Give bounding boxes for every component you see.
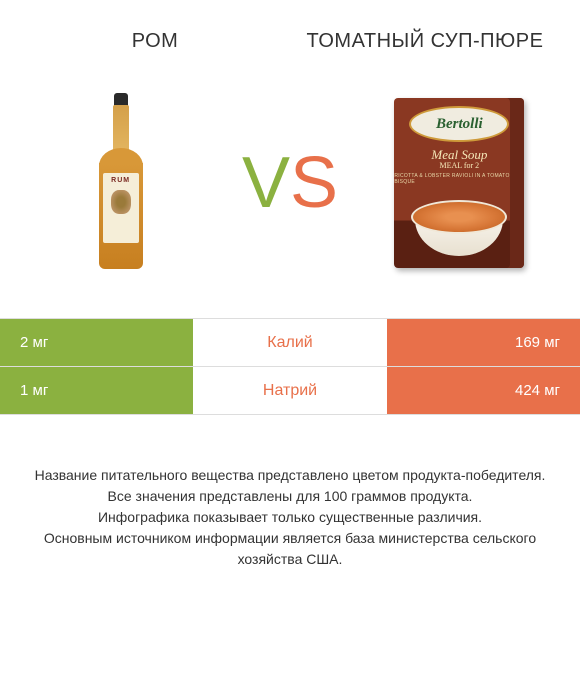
rum-label-text: RUM: [111, 177, 130, 184]
right-value: 424 мг: [387, 367, 580, 414]
rum-bottle-icon: RUM: [96, 93, 146, 273]
header: РОМ ТОМАТНЫЙ СУП-ПЮРЕ: [0, 0, 580, 68]
left-product-image: RUM: [41, 83, 201, 283]
soup-sub: RICOTTA & LOBSTER RAVIOLI IN A TOMATO BI…: [394, 173, 524, 185]
vs-label: VS: [242, 142, 338, 224]
soup-brand: Bertolli: [409, 106, 509, 142]
footer-line: Основным источником информации является …: [30, 528, 550, 570]
images-row: RUM VS Bertolli Meal Soup MEAL for 2 RIC…: [0, 68, 580, 318]
footer-notes: Название питательного вещества представл…: [0, 415, 580, 600]
comparison-table: 2 мг Калий 169 мг 1 мг Натрий 424 мг: [0, 318, 580, 415]
footer-line: Инфографика показывает только существенн…: [30, 507, 550, 528]
vs-v: V: [242, 142, 290, 224]
right-product-image: Bertolli Meal Soup MEAL for 2 RICOTTA & …: [379, 83, 539, 283]
left-value: 1 мг: [0, 367, 193, 414]
table-row: 2 мг Калий 169 мг: [0, 319, 580, 367]
soup-box-icon: Bertolli Meal Soup MEAL for 2 RICOTTA & …: [394, 98, 524, 268]
right-value: 169 мг: [387, 319, 580, 366]
table-row: 1 мг Натрий 424 мг: [0, 367, 580, 415]
footer-line: Все значения представлены для 100 граммо…: [30, 486, 550, 507]
nutrient-label: Калий: [193, 319, 386, 366]
vs-s: S: [290, 142, 338, 224]
left-product-title: РОМ: [20, 30, 290, 53]
soup-title: Meal Soup MEAL for 2: [431, 148, 487, 171]
right-product-title: ТОМАТНЫЙ СУП-ПЮРЕ: [290, 30, 560, 53]
footer-line: Название питательного вещества представл…: [30, 465, 550, 486]
left-value: 2 мг: [0, 319, 193, 366]
soup-bowl-icon: [411, 200, 507, 256]
nutrient-label: Натрий: [193, 367, 386, 414]
